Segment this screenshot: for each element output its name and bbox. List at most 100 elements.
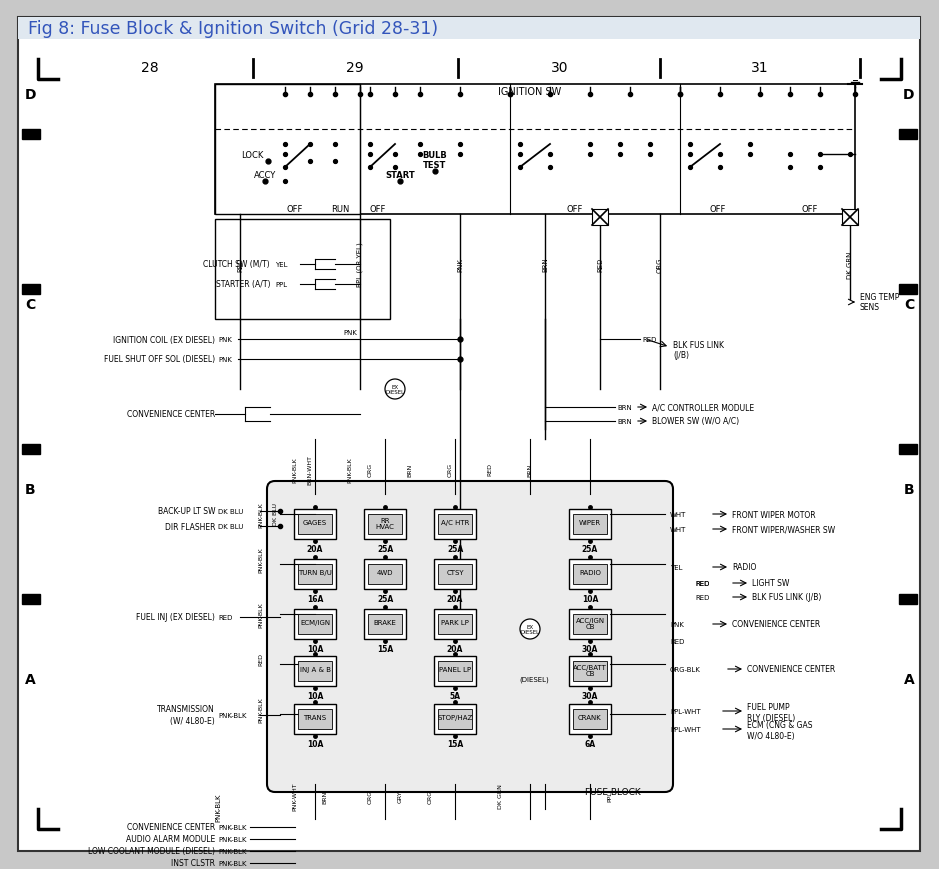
Bar (573, 614, 607, 634)
Bar (434, 560, 476, 589)
Text: 25A: 25A (377, 594, 393, 604)
Text: PPL-WHT: PPL-WHT (670, 726, 700, 733)
Text: PNK: PNK (670, 621, 684, 627)
Text: RUN: RUN (331, 205, 349, 215)
Text: 30A: 30A (582, 692, 598, 700)
Text: A: A (24, 673, 36, 687)
Text: BRAKE: BRAKE (374, 620, 396, 626)
Text: AUDIO ALARM MODULE: AUDIO ALARM MODULE (126, 834, 215, 844)
Text: DK BLU: DK BLU (272, 503, 278, 526)
Text: 15A: 15A (377, 645, 393, 653)
Text: DK GRN: DK GRN (498, 784, 502, 808)
Text: CONVENIENCE CENTER: CONVENIENCE CENTER (127, 410, 215, 419)
Text: RED: RED (695, 580, 709, 587)
Text: PNK-BLK: PNK-BLK (218, 713, 247, 718)
Bar (434, 656, 476, 687)
Text: BRN: BRN (322, 789, 328, 803)
Text: ORG: ORG (427, 789, 433, 803)
Text: BACK-UP LT SW: BACK-UP LT SW (158, 507, 215, 516)
Text: PNK: PNK (218, 356, 232, 362)
Text: D: D (24, 88, 36, 102)
Text: PPL (OR YEL): PPL (OR YEL) (357, 242, 363, 287)
Text: RR: RR (380, 517, 390, 523)
Text: START: START (385, 170, 415, 179)
Text: CONVENIENCE CENTER: CONVENIENCE CENTER (732, 620, 821, 629)
Text: YEL: YEL (275, 262, 287, 268)
Text: (J/B): (J/B) (673, 351, 689, 360)
Bar (899, 444, 917, 454)
Text: FUEL INJ (EX DIESEL): FUEL INJ (EX DIESEL) (136, 613, 215, 622)
Circle shape (385, 380, 405, 400)
Text: BRN: BRN (617, 419, 632, 425)
Text: 25A: 25A (377, 545, 393, 554)
Bar (569, 704, 611, 734)
Text: CB: CB (585, 623, 594, 629)
Text: PNK-WHT: PNK-WHT (293, 782, 298, 811)
Bar (434, 509, 476, 540)
Text: LOCK: LOCK (240, 150, 263, 159)
Bar (438, 661, 472, 681)
Text: PANEL LP: PANEL LP (439, 667, 471, 673)
Text: TEST: TEST (423, 160, 447, 169)
Text: RED: RED (237, 257, 243, 272)
Text: 4WD: 4WD (377, 569, 393, 575)
Text: 30A: 30A (582, 645, 598, 653)
Text: GAGES: GAGES (303, 520, 327, 526)
Bar (294, 509, 336, 540)
Text: FUEL SHUT OFF SOL (DIESEL): FUEL SHUT OFF SOL (DIESEL) (104, 355, 215, 364)
Text: LIGHT SW: LIGHT SW (752, 579, 790, 587)
Bar (294, 656, 336, 687)
Text: RED: RED (695, 594, 709, 600)
Text: OFF: OFF (710, 205, 726, 215)
Text: PNK-BLK: PNK-BLK (258, 601, 264, 627)
Text: LOW COOLANT MODULE (DIESEL): LOW COOLANT MODULE (DIESEL) (88, 846, 215, 855)
Bar (569, 509, 611, 540)
Text: 10A: 10A (307, 645, 323, 653)
Text: 25A: 25A (582, 545, 598, 554)
Text: ACC/IGN: ACC/IGN (576, 617, 605, 623)
Text: HVAC: HVAC (376, 523, 394, 529)
Text: RED: RED (487, 463, 492, 476)
Bar (215, 85, 360, 215)
Text: FUSE BLOCK: FUSE BLOCK (585, 787, 640, 797)
Text: 28: 28 (141, 61, 159, 75)
Text: (W/ 4L80-E): (W/ 4L80-E) (170, 717, 215, 726)
Text: RED: RED (642, 336, 656, 342)
Bar (434, 704, 476, 734)
Bar (899, 129, 917, 140)
Bar (569, 609, 611, 640)
Text: DK BLU: DK BLU (218, 508, 243, 514)
Bar (364, 509, 406, 540)
Bar (364, 560, 406, 589)
Text: DK GRN: DK GRN (847, 251, 853, 278)
Bar (18, 18, 920, 40)
Bar (215, 85, 855, 215)
Text: RADIO: RADIO (732, 563, 757, 572)
Text: B: B (24, 482, 36, 496)
Text: 6A: 6A (584, 740, 595, 748)
Text: SENS: SENS (860, 303, 880, 312)
Bar (298, 564, 332, 584)
Text: IGNITION COIL (EX DIESEL): IGNITION COIL (EX DIESEL) (113, 335, 215, 344)
Text: A: A (903, 673, 915, 687)
Text: 10A: 10A (307, 740, 323, 748)
Text: YEL: YEL (670, 564, 683, 570)
Text: TRANSMISSION: TRANSMISSION (157, 705, 215, 713)
Text: BLOWER SW (W/O A/C): BLOWER SW (W/O A/C) (652, 417, 739, 426)
Text: TRANS: TRANS (303, 714, 327, 720)
Bar (899, 285, 917, 295)
Text: ECM/IGN: ECM/IGN (300, 620, 331, 626)
Text: RED: RED (597, 257, 603, 272)
Text: STARTER (A/T): STARTER (A/T) (215, 280, 270, 289)
Text: PNK-BLK: PNK-BLK (218, 848, 247, 854)
Bar (899, 594, 917, 604)
Text: PNK-BLK: PNK-BLK (258, 547, 264, 572)
Text: 16A: 16A (307, 594, 323, 604)
Bar (569, 560, 611, 589)
Bar (298, 661, 332, 681)
Text: TURN B/U: TURN B/U (298, 569, 332, 575)
Text: PNK-BLK: PNK-BLK (258, 501, 264, 527)
Text: RED: RED (218, 614, 232, 620)
Text: ORG: ORG (367, 462, 373, 476)
Text: 31: 31 (751, 61, 769, 75)
